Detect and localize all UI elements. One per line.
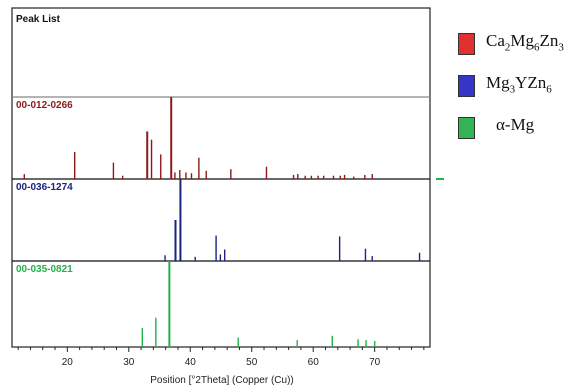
x-tick-label-30: 30 <box>123 357 135 368</box>
x-axis-title: Position [°2Theta] (Copper (Cu)) <box>150 375 294 386</box>
legend-item-alpha-mg: α-Mg <box>458 111 580 153</box>
legend-label-mg3yzn6: Mg3YZn6 <box>486 73 552 96</box>
x-axis-ticks: 20 30 40 50 60 70 <box>17 347 425 368</box>
legend-swatch-blue <box>458 75 475 97</box>
chart-title: Peak List <box>16 14 61 25</box>
legend-item-ca2mg6zn3: Ca2Mg6Zn3 <box>458 27 580 69</box>
legend: Ca2Mg6Zn3 Mg3YZn6 α-Mg <box>458 27 580 153</box>
panel-labels-layer: 00-012-0266 00-036-1274 00-035-0821 <box>16 100 73 275</box>
plot-frame <box>11 7 431 348</box>
x-tick-label-60: 60 <box>308 357 320 368</box>
legend-item-mg3yzn6: Mg3YZn6 <box>458 69 580 111</box>
panel-label-2: 00-036-1274 <box>16 182 73 193</box>
legend-swatch-green <box>458 117 475 139</box>
x-tick-label-40: 40 <box>185 357 197 368</box>
x-tick-label-50: 50 <box>246 357 258 368</box>
xrd-peak-list-chart: Peak List 00-012-0266 00-036-1274 00-035-0… <box>11 7 444 386</box>
x-tick-label-20: 20 <box>62 357 74 368</box>
panel-label-3: 00-035-0821 <box>16 264 73 275</box>
x-tick-label-70: 70 <box>369 357 381 368</box>
legend-swatch-red <box>458 33 475 55</box>
panel-label-1: 00-012-0266 <box>16 100 73 111</box>
legend-label-alpha-mg: α-Mg <box>496 115 535 134</box>
legend-label-ca2mg6zn3: Ca2Mg6Zn3 <box>486 31 564 54</box>
peaks-layer <box>23 97 421 347</box>
